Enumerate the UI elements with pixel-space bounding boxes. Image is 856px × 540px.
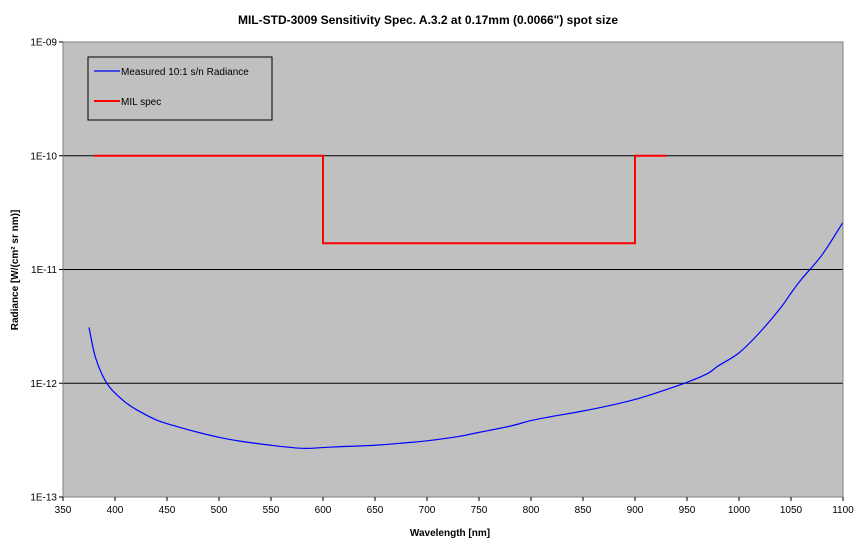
x-tick-label: 750 [471, 505, 488, 516]
x-axis-label: Wavelength [nm] [410, 528, 490, 539]
x-tick-label: 1050 [780, 505, 803, 516]
x-tick-label: 900 [627, 505, 644, 516]
legend: Measured 10:1 s/n Radiance MIL spec [87, 56, 273, 121]
y-axis-ticks: 1E-13 1E-12 1E-11 1E-10 1E-09 [30, 38, 63, 504]
y-tick-label: 1E-09 [30, 38, 57, 49]
x-tick-label: 350 [55, 505, 72, 516]
y-tick-label: 1E-13 [30, 493, 57, 504]
x-tick-label: 1100 [832, 505, 854, 516]
x-tick-label: 550 [263, 505, 280, 516]
x-tick-label: 650 [367, 505, 384, 516]
legend-label-milspec: MIL spec [121, 97, 161, 108]
x-tick-label: 850 [575, 505, 592, 516]
x-tick-label: 800 [523, 505, 540, 516]
x-tick-label: 500 [211, 505, 228, 516]
series-group [88, 154, 844, 449]
x-tick-label: 450 [159, 505, 176, 516]
x-tick-label: 950 [679, 505, 696, 516]
x-tick-label: 700 [419, 505, 436, 516]
y-axis-label: Radiance [W/(cm² sr nm)] [10, 210, 21, 331]
y-tick-label: 1E-10 [30, 151, 57, 162]
y-tick-label: 1E-12 [30, 379, 57, 390]
legend-box [87, 56, 273, 121]
y-tick-label: 1E-11 [31, 265, 57, 276]
chart-title: MIL-STD-3009 Sensitivity Spec. A.3.2 at … [238, 13, 618, 27]
x-tick-label: 600 [315, 505, 332, 516]
legend-label-measured: Measured 10:1 s/n Radiance [121, 67, 249, 78]
x-axis-ticks: 350 400 450 500 550 600 650 700 750 800 850 900 950 1… [55, 497, 854, 516]
series-line-measured [88, 221, 844, 449]
x-tick-label: 400 [107, 505, 124, 516]
series-line-milspec [94, 154, 667, 245]
x-tick-label: 1000 [728, 505, 751, 516]
